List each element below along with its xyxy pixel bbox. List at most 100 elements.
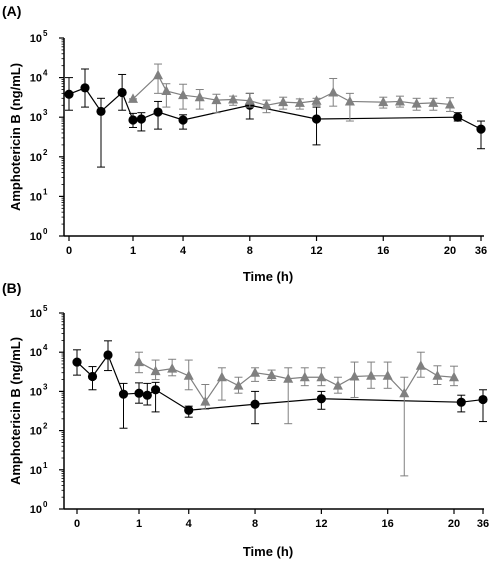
y-tick-label: 10 <box>30 152 42 164</box>
series-circle <box>72 340 488 429</box>
series-circle <box>64 68 486 168</box>
data-point <box>80 83 90 93</box>
x-tick-label: 20 <box>444 245 456 257</box>
data-point <box>332 380 343 390</box>
data-point <box>349 370 360 381</box>
data-point <box>134 356 144 367</box>
data-point <box>250 367 261 377</box>
data-point <box>211 94 222 105</box>
data-point <box>294 97 305 107</box>
data-point <box>194 91 205 102</box>
x-tick-label: 20 <box>448 518 460 530</box>
y-tick-exponent: 4 <box>43 343 48 352</box>
y-tick-label: 10 <box>30 231 42 243</box>
data-point <box>399 387 410 398</box>
series-line <box>138 361 455 403</box>
x-tick-label: 16 <box>382 518 394 530</box>
data-point <box>394 95 405 106</box>
x-axis-title: Time (h) <box>243 544 293 559</box>
data-point <box>266 369 277 380</box>
data-point <box>96 106 106 117</box>
x-tick-label: 0 <box>66 245 72 257</box>
y-tick-exponent: 4 <box>43 69 48 78</box>
data-point <box>316 371 327 382</box>
data-point <box>64 89 74 99</box>
x-tick-label: 36 <box>477 518 489 530</box>
data-point <box>128 93 138 103</box>
data-point <box>328 87 339 97</box>
data-point <box>445 98 455 109</box>
y-tick-label: 10 <box>30 347 42 359</box>
data-point <box>299 371 310 382</box>
data-point <box>411 98 422 108</box>
panel-b: (B)Amphotericin B (ng/mL)Time (h)10 010 11… <box>2 280 489 559</box>
data-point <box>432 370 443 380</box>
data-point <box>117 87 127 98</box>
data-point <box>449 371 459 382</box>
data-point <box>103 350 113 360</box>
series-triangle <box>128 63 455 122</box>
y-tick-exponent: 1 <box>43 187 48 196</box>
data-point <box>128 115 138 125</box>
data-point <box>453 112 463 122</box>
y-axis-title: Amphotericin B (ng/mL) <box>8 63 23 211</box>
data-point <box>228 93 239 104</box>
data-point <box>161 85 172 95</box>
data-point <box>378 96 389 107</box>
y-tick-exponent: 5 <box>43 304 48 313</box>
y-tick-label: 10 <box>30 426 42 438</box>
y-tick-exponent: 0 <box>43 500 48 509</box>
data-point <box>366 370 377 380</box>
data-point <box>183 370 194 380</box>
y-tick-label: 10 <box>30 308 42 320</box>
x-tick-label: 4 <box>180 245 187 257</box>
x-axis-title: Time (h) <box>243 269 293 284</box>
data-point <box>476 124 486 134</box>
panel-label: (A) <box>2 3 21 19</box>
data-point <box>184 405 194 415</box>
y-tick-label: 10 <box>30 73 42 85</box>
data-point <box>478 394 488 405</box>
data-point <box>134 388 144 398</box>
data-point <box>382 370 393 380</box>
panel-a: (A)Amphotericin B (ng/mL)Time (h)10 010 11… <box>2 3 487 284</box>
data-point <box>178 89 189 100</box>
y-tick-exponent: 3 <box>43 108 48 117</box>
data-point <box>250 399 260 409</box>
data-point <box>344 95 355 106</box>
x-tick-label: 16 <box>377 245 389 257</box>
y-tick-exponent: 3 <box>43 382 48 391</box>
data-point <box>136 114 146 124</box>
data-point <box>233 380 244 390</box>
data-point <box>244 95 255 105</box>
y-tick-exponent: 5 <box>43 29 48 38</box>
data-point <box>153 69 164 80</box>
series-line <box>68 87 482 130</box>
data-point <box>153 107 163 117</box>
data-point <box>311 95 322 105</box>
y-tick-label: 10 <box>30 465 42 477</box>
data-point <box>178 115 188 125</box>
x-tick-label: 12 <box>315 518 327 530</box>
y-tick-label: 10 <box>30 386 42 398</box>
y-axis-title: Amphotericin B (ng/mL) <box>8 337 23 485</box>
data-point <box>216 371 227 382</box>
data-point <box>200 396 211 406</box>
data-point <box>167 363 178 373</box>
data-point <box>142 390 152 400</box>
data-point <box>428 97 439 107</box>
y-tick-label: 10 <box>30 504 42 516</box>
x-tick-label: 0 <box>74 518 80 530</box>
data-point <box>118 389 129 399</box>
x-tick-label: 8 <box>252 518 258 530</box>
y-tick-exponent: 0 <box>43 227 48 236</box>
data-point <box>150 365 161 376</box>
series-triangle <box>134 351 459 477</box>
data-point <box>278 96 289 107</box>
data-point <box>72 357 82 367</box>
data-point <box>316 394 326 404</box>
data-point <box>283 373 294 383</box>
y-tick-label: 10 <box>30 112 42 124</box>
y-tick-label: 10 <box>30 191 42 203</box>
